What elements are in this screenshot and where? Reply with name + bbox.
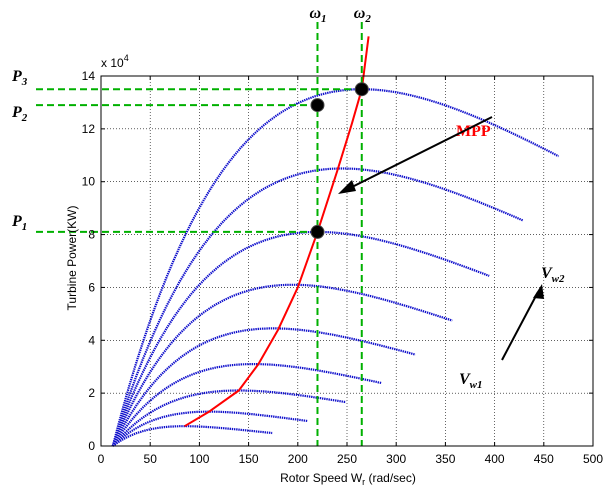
mpp-arrowhead (338, 180, 356, 194)
y-tick-label: 12 (82, 122, 96, 136)
mpp-curve (184, 36, 370, 428)
x-tick-label: 100 (189, 452, 209, 466)
x-tick-label: 0 (98, 452, 105, 466)
x-tick-label: 50 (144, 452, 158, 466)
power-curve-6 (111, 283, 453, 447)
vw1-label: Vw1 (459, 371, 483, 391)
p-2-label: P2 (11, 104, 28, 124)
p-3-label: P3 (11, 68, 28, 88)
y-axis-label: Turbine Power(KW) (65, 206, 79, 311)
x-tick-label: 450 (534, 452, 554, 466)
power-curve-8 (111, 167, 524, 447)
y-tick-label: 2 (88, 386, 95, 400)
y-tick-label: 8 (88, 228, 95, 242)
plot-border (100, 75, 594, 447)
vw-arrowhead (533, 284, 544, 299)
operating-point-2 (310, 98, 325, 113)
grid (100, 75, 594, 447)
power-curves (111, 88, 560, 447)
x-axis-label: Rotor Speed Wr (rad/sec) (280, 471, 416, 487)
power-curve-7 (111, 230, 490, 447)
mpp-line (184, 36, 370, 428)
x-tick-label: 150 (239, 452, 259, 466)
mpp-arrow-line (345, 116, 493, 191)
x-tick-label: 400 (485, 452, 505, 466)
omega-1-label: ω1 (309, 5, 326, 25)
y-tick-label: 4 (88, 333, 95, 347)
x-tick-label: 200 (288, 452, 308, 466)
x-tick-label: 350 (435, 452, 455, 466)
mpp-label: MPP (456, 123, 491, 140)
y-tick-label: 0 (88, 439, 95, 453)
power-curve-5 (111, 327, 416, 447)
p-1-label: P1 (11, 213, 27, 233)
power-curve-3 (111, 389, 347, 447)
operating-point-1 (310, 224, 325, 239)
omega-2-label: ω2 (354, 5, 372, 25)
y-tick-label: 6 (88, 280, 95, 294)
operating-points (310, 82, 369, 239)
x-tick-label: 500 (583, 452, 603, 466)
vw-arrow-line (501, 291, 539, 361)
operating-point-3 (354, 82, 369, 97)
y-multiplier-label: x 104 (101, 53, 129, 70)
y-tick-label: 14 (82, 69, 96, 83)
tick-labels: 0 50 100 150 200 250 300 350 400 450 500 0 2 4 6 8 10 12 1… (82, 69, 604, 466)
power-curve-9 (111, 88, 560, 447)
x-tick-label: 250 (337, 452, 357, 466)
y-tick-label: 10 (82, 175, 96, 189)
x-tick-label: 300 (386, 452, 406, 466)
power-curve-1 (112, 425, 273, 447)
power-curve-4 (111, 363, 382, 447)
vw2-label: Vw2 (541, 265, 565, 285)
